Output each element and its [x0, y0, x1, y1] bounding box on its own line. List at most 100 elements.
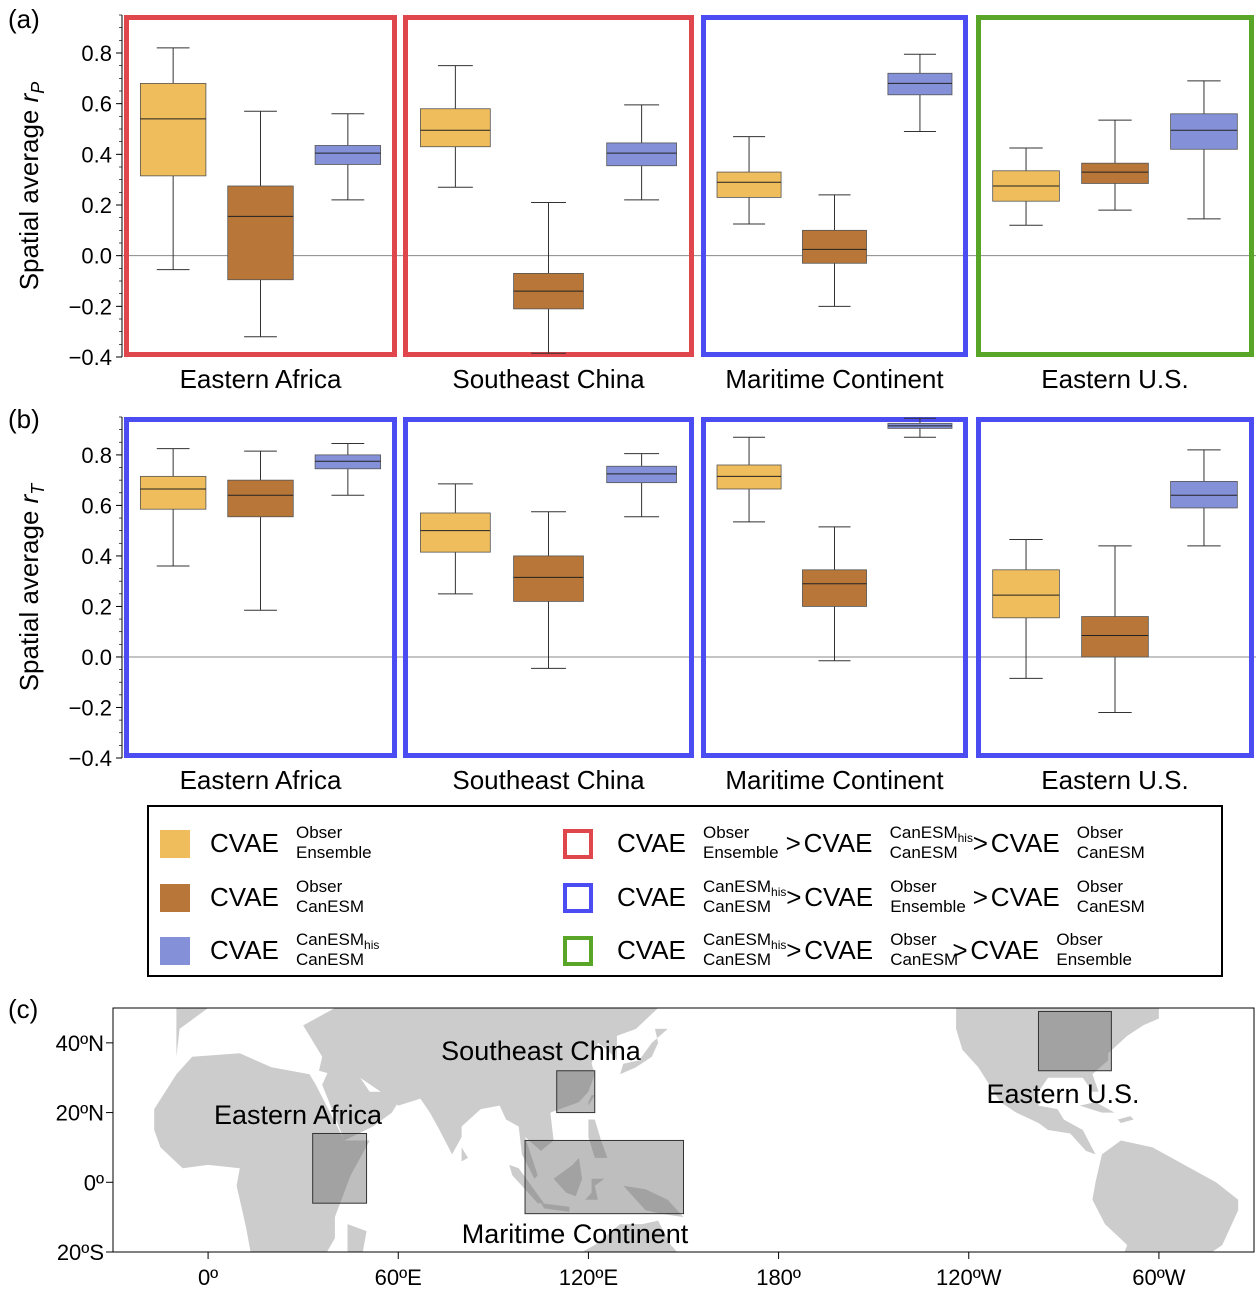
legend-term: CVAE: [617, 935, 686, 965]
region-box: [556, 1070, 596, 1114]
legend-term-main: CVAE: [804, 935, 873, 965]
region-order-frame: [403, 417, 694, 758]
sumatra-shape: [509, 1164, 544, 1204]
x-tick-label: 120ºE: [559, 1265, 618, 1289]
region-label: Eastern Africa: [180, 765, 342, 795]
legend-term: CVAE: [804, 828, 873, 858]
arabia-shape: [322, 1070, 399, 1141]
region-box: [1037, 1010, 1112, 1072]
legend-term-main: CVAE: [970, 935, 1039, 965]
y-axis-label: Spatial average rP: [14, 82, 48, 291]
legend-term-sub: CanESM: [890, 950, 958, 969]
legend-term-sup: CanESMhis: [296, 930, 379, 952]
region-box: [524, 1139, 684, 1215]
box-canesm_his: [314, 454, 382, 470]
region-order-frame: [124, 15, 397, 357]
legend-term-main: CVAE: [617, 828, 686, 858]
y-tick-label: 0.0: [81, 645, 112, 670]
legend-term-sup-sub: his: [771, 938, 786, 952]
y-tick-label: 0.6: [81, 92, 112, 117]
y-tick-label: 0.8: [81, 41, 112, 66]
region-label: Southeast China: [452, 364, 645, 394]
box-canesm_his: [314, 145, 382, 165]
y-tick-label: 0.4: [81, 544, 112, 569]
y-axis-label-var: r: [14, 493, 44, 503]
legend-term-sub: Ensemble: [703, 843, 779, 862]
box-ensemble: [420, 108, 491, 148]
legend-term: CVAE: [991, 882, 1060, 912]
region-map-label: Southeast China: [441, 1036, 642, 1066]
y-tick-label: 0.2: [81, 594, 112, 619]
australia-shape: [582, 1220, 678, 1252]
legend-term: CVAE: [991, 828, 1060, 858]
legend-term: CVAE: [617, 828, 686, 858]
florida-shape: [1086, 1074, 1099, 1092]
legend-term-sup: CanESMhis: [890, 823, 973, 845]
x-tick-label: 60ºW: [1132, 1265, 1186, 1289]
y-tick-label: −0.4: [69, 746, 112, 771]
box-ensemble: [716, 171, 782, 198]
java-shape: [540, 1203, 570, 1212]
legend-term-sup-sub: his: [958, 831, 973, 845]
legend-order-box-order_blue: [563, 883, 593, 913]
legend-gt: >: [973, 828, 988, 858]
northamerica-shape: [956, 1008, 1159, 1155]
region-label: Eastern Africa: [180, 364, 342, 394]
africa-shape: [154, 1053, 370, 1252]
legend-swatch-ensemble: [160, 830, 190, 858]
panel-c-map: (c) Southeast China Eastern Africa Maritime…: [8, 994, 1255, 1290]
legend-term: CVAE: [210, 882, 279, 912]
box-canesm: [227, 185, 294, 281]
legend-term-main: CVAE: [991, 828, 1060, 858]
panel-label: (c): [8, 994, 38, 1024]
legend-term-sup: CanESMhis: [703, 877, 786, 899]
legend-term-sub: CanESM: [296, 950, 364, 969]
box-canesm: [1081, 162, 1149, 184]
box-canesm: [1081, 616, 1149, 658]
legend-term: CVAE: [617, 882, 686, 912]
legend-term-sup-sub: his: [771, 885, 786, 899]
eurasia-shape: [176, 1008, 668, 1179]
y-tick-label: 0º: [84, 1170, 104, 1195]
region-map-label: Eastern Africa: [214, 1100, 383, 1130]
y-tick-label: 20ºN: [56, 1101, 104, 1126]
region-label: Eastern U.S.: [1041, 765, 1188, 795]
box-ensemble: [992, 569, 1060, 619]
borneo-shape: [553, 1157, 583, 1197]
box-ensemble: [139, 475, 207, 510]
legend-term-main: CVAE: [210, 882, 279, 912]
legend-term-main: CVAE: [210, 935, 279, 965]
legend-term-sup: Obser: [296, 823, 343, 842]
y-tick-label: 20ºS: [57, 1240, 104, 1265]
box-canesm: [227, 479, 294, 518]
map-frame: [112, 1007, 1255, 1253]
x-tick-label: 0º: [198, 1265, 218, 1289]
box-ensemble: [420, 512, 491, 553]
region-label: Maritime Continent: [725, 765, 944, 795]
y-tick-label: 0.0: [81, 244, 112, 269]
legend-term-sup: Obser: [890, 930, 937, 949]
box-canesm_his: [1170, 113, 1238, 150]
legend-term: CVAE: [970, 935, 1039, 965]
legend-order-box-order_green: [563, 936, 593, 966]
legend-term-sub: CanESM: [296, 897, 364, 916]
legend-term-main: CVAE: [617, 935, 686, 965]
region-order-frame: [976, 15, 1254, 357]
box-canesm_his: [1170, 481, 1238, 509]
philippines-shape: [588, 1119, 608, 1158]
legend-term-main: CVAE: [991, 882, 1060, 912]
legend-term-sup: CanESMhis: [703, 930, 786, 952]
y-tick-label: −0.2: [69, 695, 112, 720]
box-canesm: [802, 229, 867, 264]
box-canesm: [513, 555, 584, 602]
y-axis-label: Spatial average rT: [14, 482, 48, 692]
y-tick-label: 0.2: [81, 193, 112, 218]
southamerica-shape: [1092, 1140, 1239, 1252]
legend-term-sup: Obser: [1077, 877, 1124, 896]
sri-lanka-shape: [461, 1147, 468, 1162]
region-label: Maritime Continent: [725, 364, 944, 394]
y-axis-label-sub: T: [28, 482, 48, 495]
region-order-frame: [403, 15, 694, 357]
legend-term-sub: Ensemble: [296, 843, 372, 862]
